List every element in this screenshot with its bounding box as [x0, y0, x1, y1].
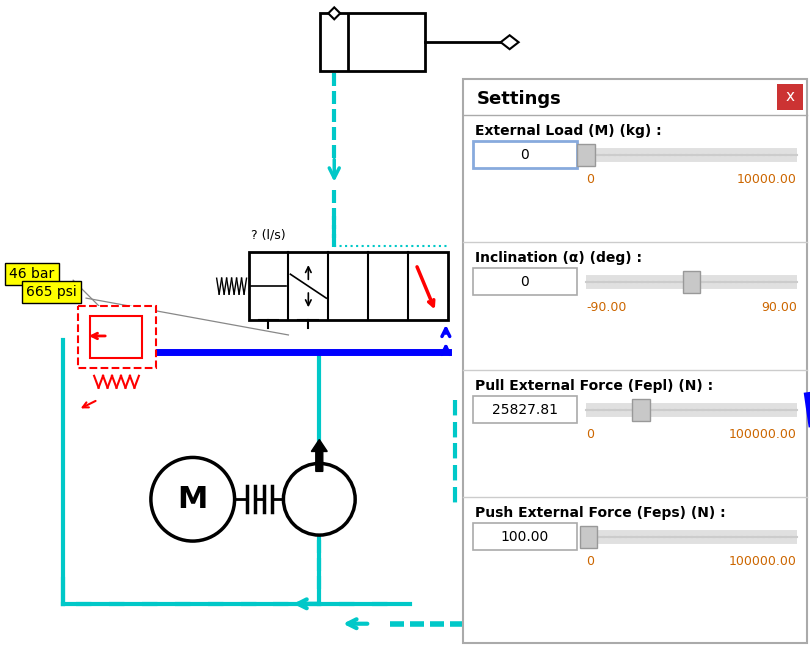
Bar: [683, 271, 701, 293]
Text: 0: 0: [586, 555, 594, 568]
Circle shape: [283, 464, 355, 535]
Bar: [777, 84, 803, 110]
Bar: [473, 141, 577, 168]
Text: 0: 0: [520, 275, 529, 289]
Bar: [248, 253, 448, 320]
Text: 100.00: 100.00: [500, 530, 549, 544]
Text: 46 bar: 46 bar: [10, 267, 54, 281]
Bar: [473, 268, 577, 295]
Text: Push External Force (Feps) (N) :: Push External Force (Feps) (N) :: [474, 506, 725, 520]
Bar: [90, 316, 142, 358]
Text: 0: 0: [586, 428, 594, 441]
FancyArrow shape: [311, 439, 328, 471]
Text: Pull External Force (Fepl) (N) :: Pull External Force (Fepl) (N) :: [474, 379, 713, 393]
Bar: [473, 523, 577, 550]
Bar: [78, 306, 156, 368]
Text: -90.00: -90.00: [586, 301, 627, 314]
Text: 100000.00: 100000.00: [729, 555, 796, 568]
Text: 665 psi: 665 psi: [26, 285, 77, 299]
Text: M: M: [178, 485, 208, 514]
Text: 100000.00: 100000.00: [729, 428, 796, 441]
Text: External Load (M) (kg) :: External Load (M) (kg) :: [474, 124, 662, 138]
Text: 90.00: 90.00: [761, 301, 796, 314]
Bar: [632, 398, 650, 421]
Text: 0: 0: [586, 173, 594, 186]
Text: x: x: [785, 89, 794, 104]
Circle shape: [151, 458, 234, 541]
Bar: [463, 79, 807, 643]
Text: Settings: Settings: [477, 90, 561, 108]
Bar: [320, 13, 425, 71]
Text: 10000.00: 10000.00: [736, 173, 796, 186]
Text: 0: 0: [520, 148, 529, 161]
Text: ? (l/s): ? (l/s): [251, 229, 285, 242]
Bar: [473, 396, 577, 422]
Text: Inclination (α) (deg) :: Inclination (α) (deg) :: [474, 251, 642, 266]
Bar: [580, 526, 598, 548]
Polygon shape: [328, 7, 341, 20]
Text: 25827.81: 25827.81: [491, 402, 558, 417]
Bar: [577, 144, 595, 166]
Polygon shape: [500, 35, 518, 49]
